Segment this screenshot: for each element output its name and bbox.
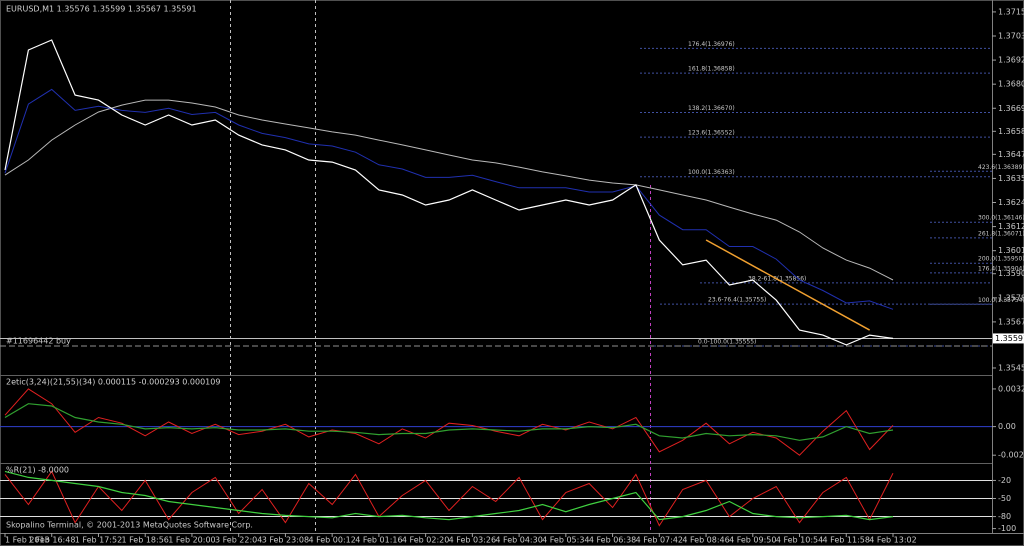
x-tick-label: 4 Feb 00:12 [308,536,355,545]
y-tick-label: 1.36010 [998,246,1024,255]
panel-title: %R(21) -8.0000 [6,466,69,475]
y-tick-label: 1.36355 [998,174,1024,183]
x-tick-label: 4 Feb 05:34 [542,536,589,545]
fibo-label: 0.0-100.0(1.35555) [698,338,756,345]
y-tick-label: 1.37150 [998,7,1024,16]
x-tick-label: 4 Feb 04:30 [495,536,542,545]
x-tick-label: 4 Feb 11:58 [823,536,870,545]
fibo-label: 261.8(1.36071) [978,230,1024,237]
order-label: #11696442 buy [6,336,71,345]
fibo-label: 200.0(1.35950) [978,256,1024,263]
series-line [4,470,894,527]
panel-title: EURUSD,M1 1.35576 1.35599 1.35567 1.3559… [6,5,197,14]
y-tick-label: 1.35450 [998,363,1024,372]
x-tick-label: 3 Feb 22:04 [215,536,262,545]
x-tick-label: 4 Feb 07:42 [636,536,683,545]
y-tick-label: 1.37035 [998,31,1024,40]
y-tick-label: -80 [998,512,1011,521]
x-tick-label: 3 Feb 23:08 [262,536,309,545]
series-line [4,99,894,281]
trendline [705,239,870,331]
x-tick-label: 1 Feb 2013 [5,536,50,545]
fibo-label: 138.2(1.36670) [688,105,735,112]
x-tick-label: 4 Feb 06:38 [589,536,636,545]
y-tick-label: 0.00 [998,422,1016,431]
series-line [4,403,894,441]
x-tick-label: 1 Feb 17:52 [75,536,122,545]
y-tick-label: 1.36690 [998,104,1024,113]
price-tag-label: 1.35591 [995,334,1024,343]
fibo-label: 23.6-76.4(1.35755) [708,297,766,304]
panel-title: 2etic(3,24)(21,55)(34) 0.000115 -0.00029… [6,378,220,387]
y-tick-label: 1.35900 [998,269,1024,278]
x-tick-label: 1 Feb 20:00 [168,536,215,545]
y-tick-label: 1.36805 [998,80,1024,89]
y-tick-label: 1.36470 [998,150,1024,159]
fibo-label: 176.4(1.35904) [978,265,1024,272]
y-tick-label: -50 [998,494,1011,503]
y-tick-label: 1.36125 [998,222,1024,231]
fibo-label: 100.0(1.36363) [688,169,735,176]
x-tick-label: 4 Feb 09:50 [729,536,776,545]
x-tick-label: 4 Feb 13:02 [869,536,916,545]
y-tick-label: -100 [998,524,1016,533]
series-line [4,39,894,346]
fibo-label: 161.8(1.36858) [688,66,735,73]
x-tick-label: 4 Feb 03:26 [449,536,496,545]
y-tick-label: -20 [998,476,1011,485]
x-tick-label: 4 Feb 10:54 [776,536,823,545]
price-tag [993,333,1024,344]
y-tick-label: 1.36580 [998,127,1024,136]
fibo-label: 100.0(1.35754) [978,297,1024,304]
y-tick-label: 0.003293 [998,384,1024,393]
copyright: Skopalino Terminal, © 2001-2013 MetaQuot… [6,521,253,530]
y-tick-label: 1.35670 [998,317,1024,326]
x-tick-label: 1 Feb 16:48 [28,536,75,545]
fibo-label: 176.4(1.36976) [688,41,735,48]
y-tick-label: -0.0025 [998,451,1024,460]
series-line [4,388,894,456]
x-tick-label: 4 Feb 02:20 [402,536,449,545]
series-line [4,470,894,521]
fibo-label: 423.6(1.36389) [978,164,1024,171]
fibo-label: 300.0(1.36146) [978,215,1024,222]
y-tick-label: 1.36240 [998,198,1024,207]
y-tick-label: 1.35785 [998,293,1024,302]
y-tick-label: 1.36920 [998,56,1024,65]
series-line [4,88,894,310]
x-tick-label: 1 Feb 18:56 [122,536,169,545]
x-tick-label: 4 Feb 08:46 [682,536,729,545]
x-tick-label: 4 Feb 01:16 [355,536,402,545]
fibo-label: 123.6(1.36552) [688,130,735,137]
